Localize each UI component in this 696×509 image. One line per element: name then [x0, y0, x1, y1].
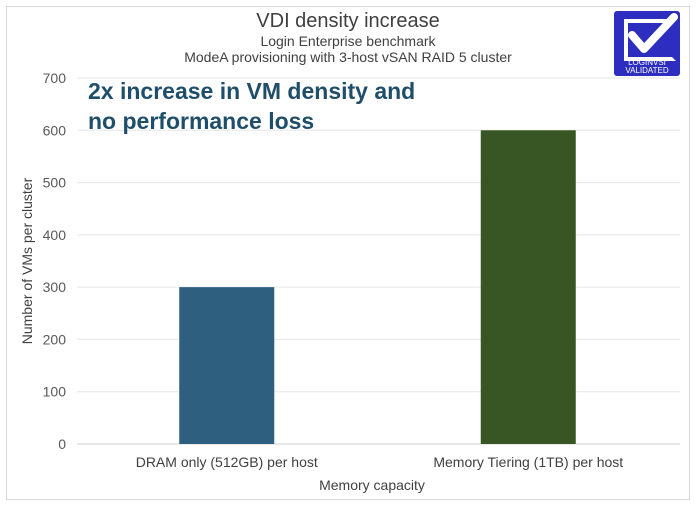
- y-axis-label: Number of VMs per cluster: [19, 177, 35, 344]
- logo-text-1: LOGINVSI: [628, 58, 666, 67]
- annotation-line-1: 2x increase in VM density and: [88, 78, 416, 104]
- chart-frame: [6, 6, 690, 500]
- logo-box-icon: [624, 19, 676, 61]
- y-tick-label: 600: [43, 122, 67, 138]
- bar: [480, 130, 576, 445]
- login-vsi-validated-logo: LOGINVSI VALIDATED: [614, 11, 680, 76]
- checkmark-icon: [628, 13, 678, 53]
- y-tick-label: 100: [43, 384, 67, 400]
- y-tick-label: 500: [43, 175, 67, 191]
- y-tick-label: 0: [58, 436, 66, 452]
- chart-title: VDI density increase: [256, 10, 440, 32]
- bar: [179, 287, 275, 444]
- y-tick-label: 300: [43, 279, 67, 295]
- x-tick-label: Memory Tiering (1TB) per host: [433, 454, 623, 470]
- annotation: 2x increase in VM density and no perform…: [88, 76, 488, 136]
- y-tick-label: 400: [43, 227, 67, 243]
- x-tick-label: DRAM only (512GB) per host: [136, 454, 318, 470]
- chart-subtitle-1: Login Enterprise benchmark: [260, 33, 436, 49]
- x-axis-label: Memory capacity: [319, 477, 425, 493]
- y-tick-label: 700: [43, 70, 67, 86]
- y-tick-label: 200: [43, 331, 67, 347]
- logo-text-2: VALIDATED: [625, 66, 669, 75]
- chart-subtitle-2: ModeA provisioning with 3-host vSAN RAID…: [184, 49, 512, 65]
- annotation-line-2: no performance loss: [88, 108, 315, 134]
